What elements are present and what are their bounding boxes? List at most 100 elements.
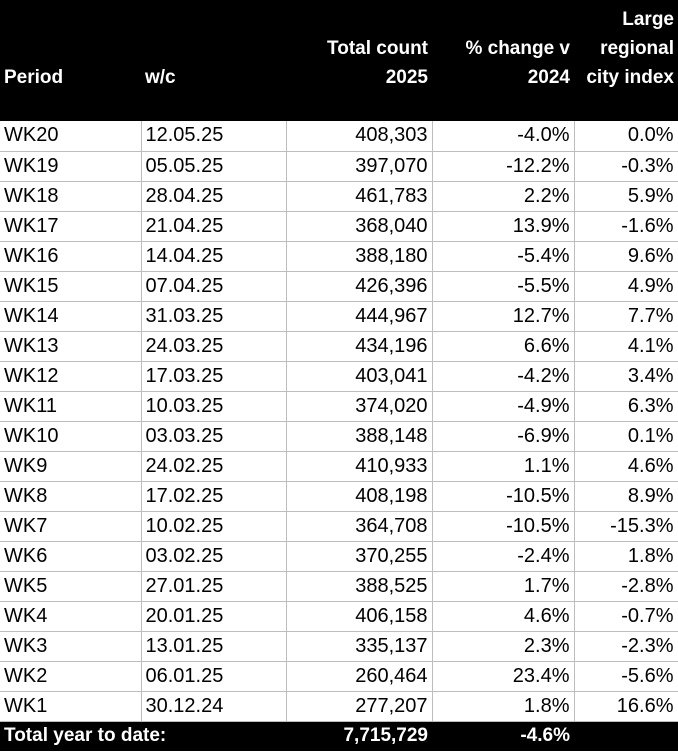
cell-pct-change: 13.9% (432, 211, 575, 242)
cell-city-index: 3.4% (574, 361, 678, 392)
table-row: WK11 10.03.25 374,020 -4.9% 6.3% (0, 391, 678, 422)
cell-period: WK10 (0, 421, 142, 452)
cell-pct-change: -10.5% (432, 511, 575, 542)
cell-wc: 24.02.25 (141, 451, 287, 482)
cell-pct-change: 6.6% (432, 331, 575, 362)
cell-city-index: 7.7% (574, 301, 678, 332)
table-row: WK16 14.04.25 388,180 -5.4% 9.6% (0, 241, 678, 272)
cell-pct-change: 4.6% (432, 601, 575, 632)
cell-period: WK4 (0, 601, 142, 632)
cell-period: WK12 (0, 361, 142, 392)
cell-total-count: 410,933 (286, 451, 433, 482)
cell-wc: 03.03.25 (141, 421, 287, 452)
cell-wc: 28.04.25 (141, 181, 287, 212)
cell-city-index: 9.6% (574, 241, 678, 272)
cell-pct-change: -2.4% (432, 541, 575, 572)
table-row: WK18 28.04.25 461,783 2.2% 5.9% (0, 181, 678, 212)
table-footer: Total year to date: 7,715,729 -4.6% (0, 721, 678, 751)
cell-city-index: -15.3% (574, 511, 678, 542)
cell-city-index: -1.6% (574, 211, 678, 242)
cell-city-index: 4.9% (574, 271, 678, 302)
cell-pct-change: 1.1% (432, 451, 575, 482)
cell-pct-change: -5.4% (432, 241, 575, 272)
cell-total-count: 408,303 (286, 121, 433, 152)
cell-total-count: 388,525 (286, 571, 433, 602)
cell-period: WK13 (0, 331, 142, 362)
table-row: WK19 05.05.25 397,070 -12.2% -0.3% (0, 151, 678, 182)
header-city-index: Large regional city index (574, 0, 678, 121)
cell-wc: 12.05.25 (141, 121, 287, 152)
cell-pct-change: 1.7% (432, 571, 575, 602)
cell-period: WK7 (0, 511, 142, 542)
cell-city-index: 5.9% (574, 181, 678, 212)
cell-period: WK8 (0, 481, 142, 512)
cell-period: WK11 (0, 391, 142, 422)
table-row: WK15 07.04.25 426,396 -5.5% 4.9% (0, 271, 678, 302)
cell-city-index: -2.8% (574, 571, 678, 602)
cell-total-count: 335,137 (286, 631, 433, 662)
cell-total-count: 403,041 (286, 361, 433, 392)
table-row: WK7 10.02.25 364,708 -10.5% -15.3% (0, 511, 678, 542)
cell-pct-change: -10.5% (432, 481, 575, 512)
header-total-count-line: 2025 (385, 67, 428, 88)
cell-total-count: 388,148 (286, 421, 433, 452)
cell-wc: 30.12.24 (141, 691, 287, 722)
cell-period: WK15 (0, 271, 142, 302)
cell-period: WK3 (0, 631, 142, 662)
header-pct-change-line: % change v (465, 38, 570, 59)
cell-wc: 14.04.25 (141, 241, 287, 272)
cell-wc: 03.02.25 (141, 541, 287, 572)
cell-pct-change: 1.8% (432, 691, 575, 722)
cell-total-count: 370,255 (286, 541, 433, 572)
cell-total-count: 434,196 (286, 331, 433, 362)
cell-wc: 17.02.25 (141, 481, 287, 512)
cell-wc: 31.03.25 (141, 301, 287, 332)
footer-change: -4.6% (520, 725, 570, 747)
cell-wc: 07.04.25 (141, 271, 287, 302)
header-pct-change: % change v 2024 (432, 0, 574, 121)
cell-city-index: 16.6% (574, 691, 678, 722)
cell-city-index: -0.7% (574, 601, 678, 632)
cell-total-count: 277,207 (286, 691, 433, 722)
table-row: WK17 21.04.25 368,040 13.9% -1.6% (0, 211, 678, 242)
cell-total-count: 388,180 (286, 241, 433, 272)
header-city-index-line: Large (622, 9, 674, 30)
cell-wc: 24.03.25 (141, 331, 287, 362)
cell-wc: 05.05.25 (141, 151, 287, 182)
cell-city-index: 0.1% (574, 421, 678, 452)
cell-period: WK6 (0, 541, 142, 572)
cell-total-count: 364,708 (286, 511, 433, 542)
cell-city-index: -2.3% (574, 631, 678, 662)
cell-period: WK19 (0, 151, 142, 182)
cell-period: WK1 (0, 691, 142, 722)
header-total-count-line: Total count (327, 38, 428, 59)
cell-period: WK2 (0, 661, 142, 692)
cell-pct-change: 12.7% (432, 301, 575, 332)
cell-wc: 20.01.25 (141, 601, 287, 632)
table-row: WK12 17.03.25 403,041 -4.2% 3.4% (0, 361, 678, 392)
cell-city-index: 6.3% (574, 391, 678, 422)
cell-city-index: -5.6% (574, 661, 678, 692)
cell-pct-change: -6.9% (432, 421, 575, 452)
cell-wc: 17.03.25 (141, 361, 287, 392)
cell-total-count: 374,020 (286, 391, 433, 422)
cell-total-count: 461,783 (286, 181, 433, 212)
cell-pct-change: -4.0% (432, 121, 575, 152)
cell-pct-change: -5.5% (432, 271, 575, 302)
header-period: Period (4, 67, 64, 88)
footer-label: Total year to date: (4, 725, 167, 747)
cell-city-index: 0.0% (574, 121, 678, 152)
cell-pct-change: -12.2% (432, 151, 575, 182)
table-row: WK8 17.02.25 408,198 -10.5% 8.9% (0, 481, 678, 512)
cell-city-index: 1.8% (574, 541, 678, 572)
cell-total-count: 260,464 (286, 661, 433, 692)
cell-wc: 10.03.25 (141, 391, 287, 422)
cell-total-count: 406,158 (286, 601, 433, 632)
table-row: WK6 03.02.25 370,255 -2.4% 1.8% (0, 541, 678, 572)
table-row: WK3 13.01.25 335,137 2.3% -2.3% (0, 631, 678, 662)
cell-period: WK16 (0, 241, 142, 272)
cell-period: WK14 (0, 301, 142, 332)
header-city-index-line: city index (586, 67, 674, 88)
footer-total: 7,715,729 (343, 725, 428, 747)
